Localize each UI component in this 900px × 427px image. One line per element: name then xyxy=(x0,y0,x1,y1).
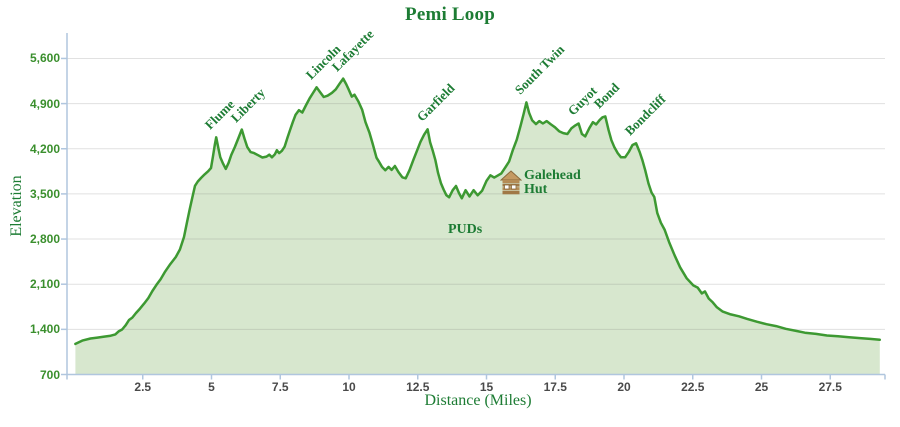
x-tick-label: 22.5 xyxy=(681,380,705,394)
y-tick-label: 5,600 xyxy=(29,51,60,66)
x-tick-label: 27.5 xyxy=(818,380,842,394)
x-axis-title: Distance (Miles) xyxy=(424,392,532,409)
x-tick-label: 10 xyxy=(342,380,356,394)
y-tick-label: 2,800 xyxy=(29,232,60,247)
x-tick-label: 2.5 xyxy=(134,380,152,394)
chart-title: Pemi Loop xyxy=(405,4,495,25)
x-tick-label: 12.5 xyxy=(406,380,430,394)
x-tick-label: 20 xyxy=(617,380,631,394)
y-tick-label: 4,200 xyxy=(29,141,60,156)
y-tick-label: 700 xyxy=(39,367,60,382)
y-tick-label: 1,400 xyxy=(29,322,60,337)
x-tick-label: 25 xyxy=(754,380,769,394)
x-tick-label: 17.5 xyxy=(543,380,567,394)
y-tick-label: 3,500 xyxy=(29,186,60,201)
puds-annotation: PUDs xyxy=(448,222,483,237)
y-tick-label: 4,900 xyxy=(29,96,60,111)
hut-label-line2: Hut xyxy=(524,182,548,197)
log-cabin-icon xyxy=(500,170,522,195)
x-tick-label: 7.5 xyxy=(271,380,289,394)
x-tick-label: 5 xyxy=(208,380,215,394)
y-tick-label: 2,100 xyxy=(29,277,60,292)
x-tick-label: 15 xyxy=(479,380,494,394)
hut-label-line1: Galehead xyxy=(524,168,581,183)
galehead-hut-annotation: Galehead Hut xyxy=(500,169,581,197)
